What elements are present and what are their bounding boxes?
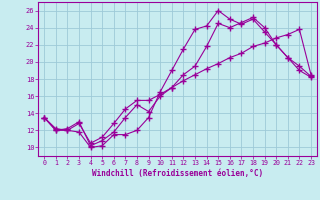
X-axis label: Windchill (Refroidissement éolien,°C): Windchill (Refroidissement éolien,°C) bbox=[92, 169, 263, 178]
